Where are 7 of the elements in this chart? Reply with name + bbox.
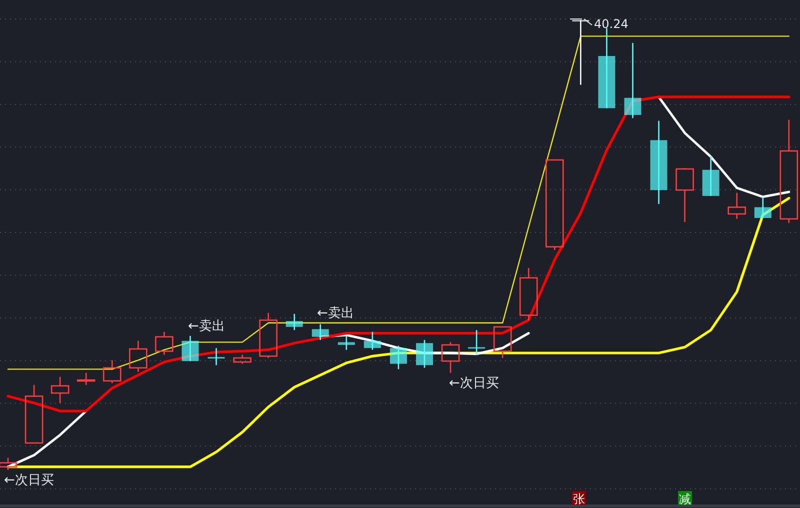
- annotation: 40.24: [594, 17, 628, 31]
- annotation: 减: [679, 492, 691, 506]
- annotation: 张: [573, 492, 585, 506]
- annotation: ←卖出: [188, 319, 225, 334]
- annotation: ←卖出: [317, 306, 354, 321]
- annotation: ←次日买: [449, 376, 499, 391]
- annotation: ←次日买: [4, 473, 54, 488]
